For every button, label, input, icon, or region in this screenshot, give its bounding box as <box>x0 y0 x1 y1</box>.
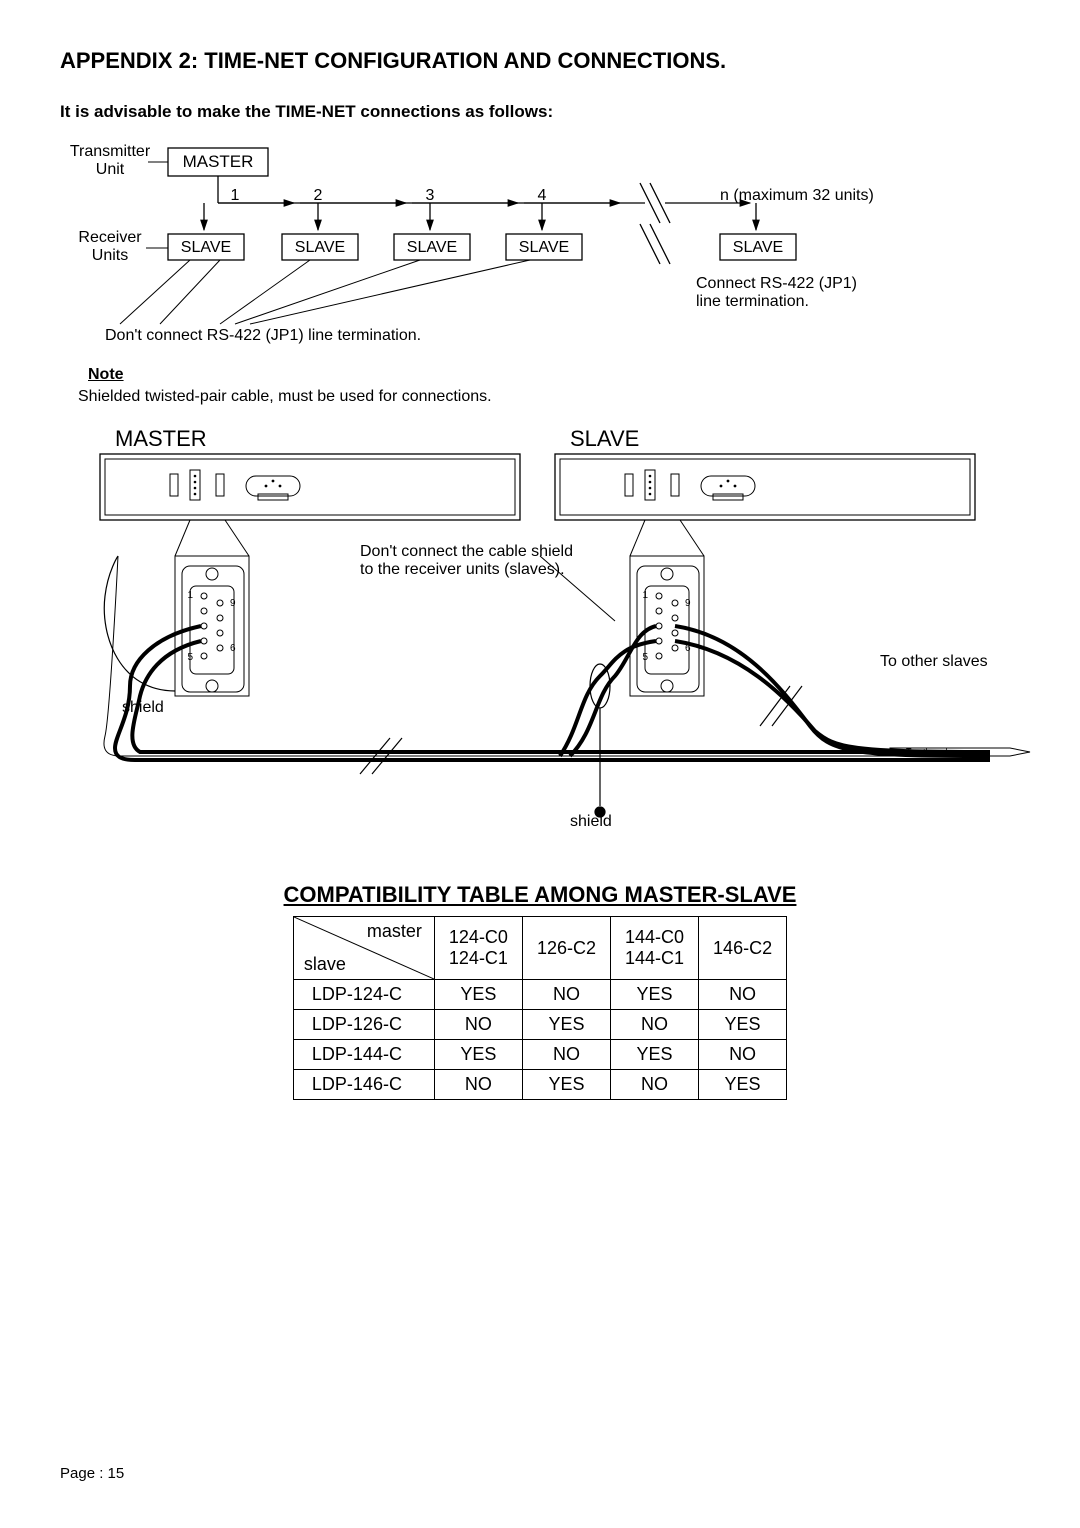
table-cell: NO <box>434 1070 522 1100</box>
bus-segment-2: 2 <box>300 187 406 204</box>
table-cell: YES <box>434 980 522 1010</box>
table-cell: NO <box>611 1070 699 1100</box>
advice-text: It is advisable to make the TIME-NET con… <box>60 102 1020 122</box>
bus-segment-4: 4 <box>524 187 620 204</box>
n-label: n (maximum 32 units) <box>720 187 874 204</box>
table-row: LDP-126-C NO YES NO YES <box>293 1010 786 1040</box>
corner-slave: slave <box>304 954 346 975</box>
table-cell: NO <box>699 1040 787 1070</box>
table-row: LDP-124-C YES NO YES NO <box>293 980 786 1010</box>
table-cell: YES <box>699 1070 787 1100</box>
col-header: 146-C2 <box>699 917 787 980</box>
table-cell: NO <box>434 1010 522 1040</box>
bus-segment-1: 1 <box>218 187 294 204</box>
connect-text-l2: line termination. <box>696 293 809 310</box>
col-header: 144-C0 144-C1 <box>611 917 699 980</box>
svg-text:9: 9 <box>685 598 691 609</box>
document-page: APPENDIX 2: TIME-NET CONFIGURATION AND C… <box>0 0 1080 1528</box>
bus-topology-diagram: MASTER Transmitter Unit 1 2 3 4 <box>60 138 1020 358</box>
compat-title: COMPATIBILITY TABLE AMONG MASTER-SLAVE <box>60 882 1020 908</box>
col-header: 126-C2 <box>522 917 610 980</box>
svg-text:SLAVE: SLAVE <box>181 239 231 256</box>
table-cell: YES <box>699 1010 787 1040</box>
note-label: Note <box>88 366 1020 384</box>
transmitter-label-2: Unit <box>96 161 125 178</box>
page-title: APPENDIX 2: TIME-NET CONFIGURATION AND C… <box>60 48 1020 74</box>
slave-box-4: SLAVE <box>506 234 582 260</box>
svg-text:6: 6 <box>230 643 236 654</box>
slave-label: SLAVE <box>570 426 639 451</box>
compat-table-container: master slave 124-C0 124-C1 126-C2 144-C0… <box>60 916 1020 1100</box>
to-other-slaves-arrow: To other slaves <box>890 747 1030 757</box>
receiver-label-2: Units <box>92 247 128 264</box>
page-number: Page : 15 <box>60 1465 124 1482</box>
dont-connect-lines <box>120 260 530 324</box>
wiring-detail-diagram: MASTER SLAVE <box>60 426 1040 846</box>
slave-break <box>640 224 670 264</box>
master-db9: 1 9 6 5 <box>175 520 249 696</box>
svg-text:2: 2 <box>314 187 323 204</box>
svg-text:4: 4 <box>538 187 547 204</box>
table-cell: YES <box>611 980 699 1010</box>
master-panel <box>100 454 520 520</box>
table-cell: NO <box>522 980 610 1010</box>
row-label: LDP-144-C <box>293 1040 434 1070</box>
master-drain-wire <box>104 556 175 691</box>
bus-segment-3: 3 <box>412 187 518 204</box>
table-cell: NO <box>611 1010 699 1040</box>
master-box-label: MASTER <box>183 152 254 171</box>
table-cell: YES <box>522 1070 610 1100</box>
table-cell: NO <box>522 1040 610 1070</box>
table-cell: YES <box>434 1040 522 1070</box>
table-cell: YES <box>611 1040 699 1070</box>
corner-master: master <box>367 921 422 942</box>
svg-text:1: 1 <box>187 590 193 601</box>
table-row: LDP-144-C YES NO YES NO <box>293 1040 786 1070</box>
svg-text:9: 9 <box>230 598 236 609</box>
dont-shield-l2: to the receiver units (slaves). <box>360 561 565 578</box>
table-cell: NO <box>699 980 787 1010</box>
dont-connect-text: Don't connect RS-422 (JP1) line terminat… <box>105 327 421 344</box>
slave-box-n: SLAVE <box>720 234 796 260</box>
receiver-label-1: Receiver <box>78 229 142 246</box>
compat-table: master slave 124-C0 124-C1 126-C2 144-C0… <box>293 916 787 1100</box>
pair-wire-b <box>132 641 990 752</box>
row-label: LDP-124-C <box>293 980 434 1010</box>
slave-out-a <box>675 626 990 756</box>
slave-panel <box>555 454 975 520</box>
shield-outer-line <box>104 556 990 756</box>
slave-db9: 1 9 6 5 <box>630 520 704 696</box>
svg-text:5: 5 <box>187 652 193 663</box>
col-header: 124-C0 124-C1 <box>434 917 522 980</box>
svg-text:SLAVE: SLAVE <box>295 239 345 256</box>
connect-text-l1: Connect RS-422 (JP1) <box>696 275 857 292</box>
slave-box-3: SLAVE <box>394 234 470 260</box>
slave-box-1: SLAVE <box>168 234 244 260</box>
svg-text:SLAVE: SLAVE <box>733 239 783 256</box>
svg-text:To other slaves: To other slaves <box>906 747 967 757</box>
svg-text:1: 1 <box>231 187 240 204</box>
master-label: MASTER <box>115 426 207 451</box>
row-label: LDP-126-C <box>293 1010 434 1040</box>
pair-wire-a <box>115 626 990 760</box>
to-other-slaves: To other slaves <box>880 653 988 670</box>
svg-text:1: 1 <box>642 590 648 601</box>
svg-text:5: 5 <box>642 652 648 663</box>
svg-text:SLAVE: SLAVE <box>519 239 569 256</box>
slave-box-2: SLAVE <box>282 234 358 260</box>
svg-text:SLAVE: SLAVE <box>407 239 457 256</box>
svg-text:3: 3 <box>426 187 435 204</box>
corner-cell: master slave <box>293 917 434 980</box>
table-header-row: master slave 124-C0 124-C1 126-C2 144-C0… <box>293 917 786 980</box>
row-label: LDP-146-C <box>293 1070 434 1100</box>
shield-label-2: shield <box>570 813 612 830</box>
note-text: Shielded twisted-pair cable, must be use… <box>78 388 1020 406</box>
table-row: LDP-146-C NO YES NO YES <box>293 1070 786 1100</box>
table-cell: YES <box>522 1010 610 1040</box>
transmitter-label-1: Transmitter <box>70 143 151 160</box>
